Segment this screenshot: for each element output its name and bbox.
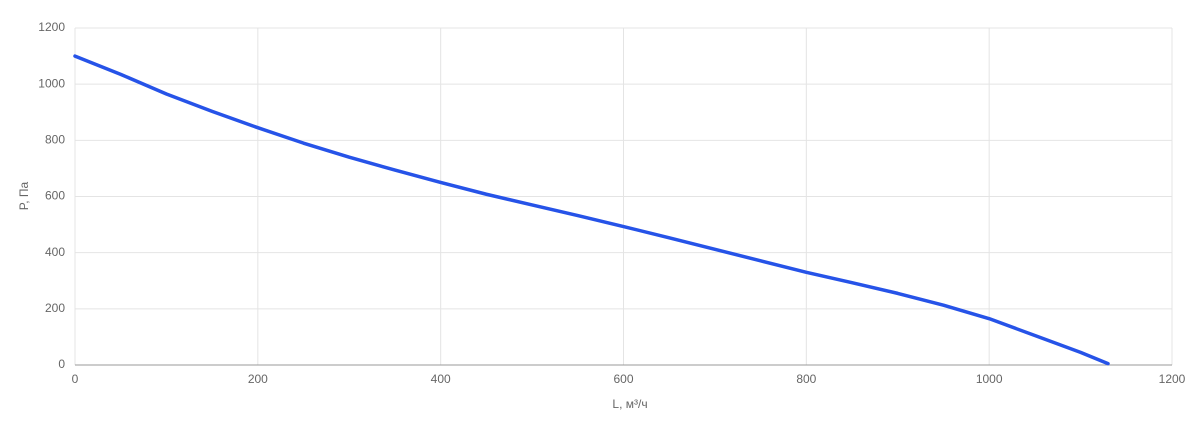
y-tick-label: 800 bbox=[45, 133, 65, 147]
x-axis-label: L, м³/ч bbox=[612, 397, 647, 411]
x-tick-label: 1200 bbox=[1159, 372, 1186, 386]
x-tick-label: 800 bbox=[796, 372, 816, 386]
data-line bbox=[73, 54, 1110, 366]
x-tick-label: 1000 bbox=[976, 372, 1003, 386]
y-tick-label: 600 bbox=[45, 189, 65, 203]
y-axis-label: P, Па bbox=[17, 181, 31, 210]
x-tick-label: 200 bbox=[248, 372, 268, 386]
y-tick-label: 1000 bbox=[38, 76, 65, 90]
y-tick-label: 200 bbox=[45, 301, 65, 315]
y-tick-label: 0 bbox=[58, 357, 65, 371]
x-tick-label: 0 bbox=[72, 372, 79, 386]
y-tick-label: 400 bbox=[45, 245, 65, 259]
x-tick-label: 600 bbox=[613, 372, 633, 386]
y-tick-label: 1200 bbox=[38, 20, 65, 34]
x-tick-label: 400 bbox=[431, 372, 451, 386]
